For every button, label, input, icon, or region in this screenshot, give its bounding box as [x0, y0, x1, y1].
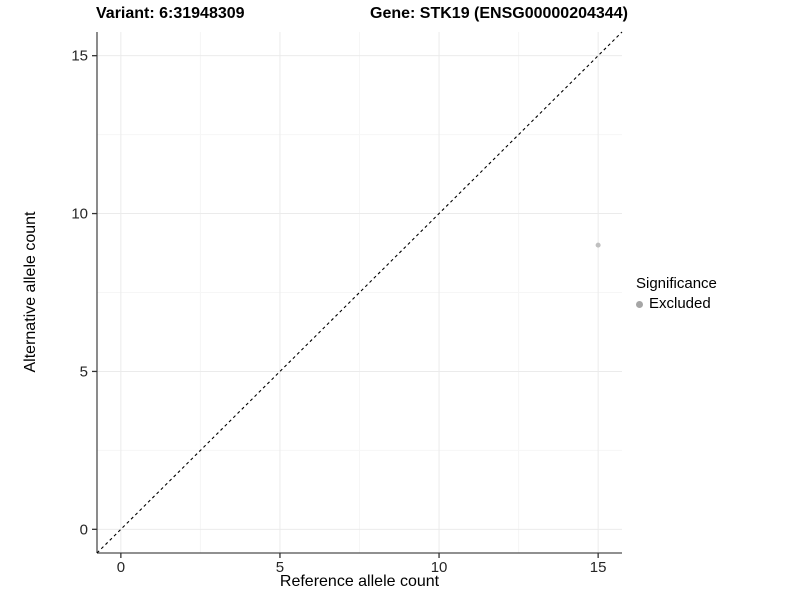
data-point [595, 242, 601, 248]
legend: Significance Excluded [636, 275, 717, 313]
plot-title-variant: Variant: 6:31948309 [96, 5, 245, 22]
y-tick-label: 5 [80, 363, 88, 380]
x-tick-label: 5 [276, 559, 284, 576]
x-tick-label: 0 [117, 559, 125, 576]
legend-item-excluded: Excluded [636, 295, 717, 313]
x-tick-label: 15 [590, 559, 607, 576]
legend-title: Significance [636, 275, 717, 292]
plot-title-gene: Gene: STK19 (ENSG00000204344) [370, 5, 628, 22]
y-tick-label: 10 [71, 206, 88, 223]
y-axis-title: Alternative allele count [22, 211, 39, 373]
y-tick-label: 0 [80, 521, 88, 538]
legend-key-dot-icon [636, 300, 643, 308]
y-tick-label: 15 [71, 48, 88, 65]
legend-item-label: Excluded [649, 295, 711, 312]
x-axis-title: Reference allele count [279, 573, 440, 590]
x-tick-label: 10 [431, 559, 448, 576]
